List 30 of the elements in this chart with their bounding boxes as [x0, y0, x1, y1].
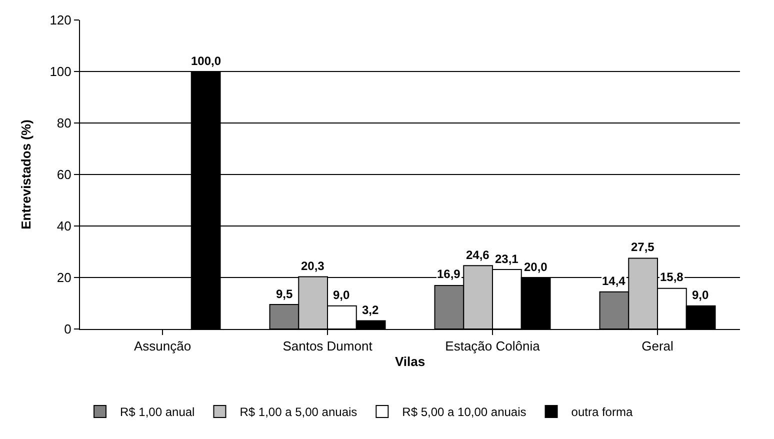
data-label: 15,8	[660, 270, 684, 284]
data-label: 3,2	[362, 303, 380, 317]
y-tick-label: 40	[56, 218, 72, 234]
y-tick-label: 0	[64, 322, 72, 337]
data-label: 14,4	[602, 274, 626, 288]
y-tick-label: 100	[50, 64, 72, 80]
legend-label: outra forma	[571, 405, 633, 420]
data-label: 16,9	[437, 267, 461, 281]
y-tick-label: 80	[56, 116, 72, 131]
data-label: 9,0	[333, 288, 350, 302]
data-label: 20,0	[524, 260, 548, 274]
x-axis-title: Vilas	[394, 354, 426, 370]
x-tick-label: Santos Dumont	[282, 338, 373, 354]
legend-label: R$ 1,00 a 5,00 anuais	[240, 405, 358, 420]
data-label: 23,1	[495, 252, 519, 266]
legend-label: R$ 5,00 a 10,00 anuais	[402, 405, 526, 420]
y-tick-label: 20	[56, 270, 72, 286]
data-label: 9,0	[692, 288, 710, 302]
x-tick-label: Assunção	[134, 338, 192, 354]
y-axis-title: Entrevistados (%)	[18, 120, 34, 230]
legend-label: R$ 1,00 anual	[120, 405, 195, 420]
x-tick-label: Geral	[642, 338, 674, 354]
x-tick-label: Estação Colônia	[445, 338, 541, 354]
data-label: 9,5	[276, 287, 294, 301]
data-label: 27,5	[631, 240, 655, 254]
y-tick-label: 60	[56, 167, 72, 182]
data-label: 20,3	[301, 259, 325, 273]
data-label: 100,0	[191, 54, 222, 68]
data-label: 24,6	[466, 248, 490, 262]
y-tick-label: 120	[50, 12, 72, 28]
